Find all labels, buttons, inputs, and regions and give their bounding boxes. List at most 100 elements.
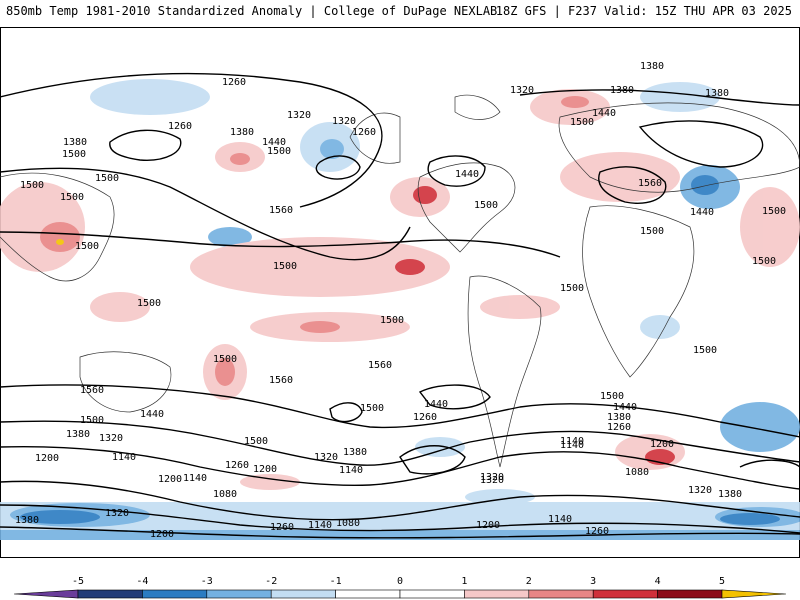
contour-label: 1260 [270,522,294,533]
colorbar-segment [399,589,465,599]
contour-label: 1140 [548,514,572,525]
color-scale-legend: -5 -4 -3 -2 -1 0 1 2 3 4 5 [13,576,787,599]
contour-label: 1260 [413,412,437,423]
contour-label: 1500 [244,436,268,447]
contour-label: 1140 [308,520,332,531]
contour-label: 1500 [640,226,664,237]
colorbar-tick-label: -3 [201,576,213,587]
contour-label: 1260 [225,460,249,471]
anomaly-map: 1260 1380 1320 1320 1380 1380 1260 1440 … [0,27,800,558]
colorbar-tick-label: 2 [526,576,532,587]
contour-label: 1500 [474,200,498,211]
contour-label: 1500 [267,146,291,157]
contour-label: 1320 [287,110,311,121]
anomaly-shading [0,79,800,540]
contour-label: 1200 [35,453,59,464]
contour-label: 1200 [158,474,182,485]
colorbar-tick-label: -2 [265,576,277,587]
contour-label: 1140 [339,465,363,476]
contour-label: 1140 [183,473,207,484]
contour-label: 1500 [20,180,44,191]
contour-label: 1500 [137,298,161,309]
contour-label: 1380 [15,515,39,526]
colorbar-tick-label: 0 [397,576,403,587]
colorbar-tick-label: -4 [136,576,148,587]
colorbar-segment [13,589,79,599]
contour-label: 1320 [99,433,123,444]
contour-label: 1500 [213,354,237,365]
contour-label: 1080 [625,467,649,478]
contour-label: 1380 [718,489,742,500]
contour-label: 1200 [650,439,674,450]
contour-label: 1380 [63,137,87,148]
contour-label: 1440 [140,409,164,420]
contour-label: 1500 [80,415,104,426]
colorbar-segment [464,589,530,599]
contour-label: 1380 [705,88,729,99]
contour-label: 1380 [640,61,664,72]
contour-label: 1320 [314,452,338,463]
contour-label: 1500 [62,149,86,160]
colorbar-tick-label: 1 [461,576,467,587]
contour-label: 1440 [455,169,479,180]
contour-label: 1500 [600,391,624,402]
contour-label: 1080 [213,489,237,500]
contour-label: 1560 [269,205,293,216]
contour-label: 1560 [638,178,662,189]
contour-label: 1260 [352,127,376,138]
contour-label: 1260 [168,121,192,132]
contour-label: 1320 [480,475,504,486]
contour-label: 1500 [360,403,384,414]
contour-label: 1320 [332,116,356,127]
contour-label: 1500 [693,345,717,356]
height-contours [0,72,800,539]
colorbar-tick-label: 5 [719,576,725,587]
contour-label: 1440 [690,207,714,218]
model-run-info: 18Z GFS | F237 Valid: 15Z THU APR 03 202… [495,4,792,18]
contour-label: 1500 [273,261,297,272]
contour-label: 1560 [80,385,104,396]
colorbar-segment [592,589,658,599]
contour-label: 1440 [424,399,448,410]
chart-title: 850mb Temp 1981-2010 Standardized Anomal… [6,4,498,18]
contour-label: 1560 [269,375,293,386]
contour-label: 1080 [336,518,360,529]
contour-label: 1440 [592,108,616,119]
contour-label: 1200 [150,529,174,540]
contour-label: 1500 [95,173,119,184]
contour-label: 1200 [476,520,500,531]
contour-label: 1260 [607,422,631,433]
contour-label: 1500 [752,256,776,267]
contour-label: 1380 [607,412,631,423]
contour-label: 1500 [560,283,584,294]
contour-label: 1380 [66,429,90,440]
contour-label: 1200 [253,464,277,475]
contour-label: 1140 [560,436,584,447]
contour-label: 1500 [570,117,594,128]
colorbar-segment [335,589,401,599]
colorbar-tick-label: 3 [590,576,596,587]
contour-label: 1140 [560,440,584,451]
contour-label: 1320 [688,485,712,496]
colorbar-segment [206,589,272,599]
contour-label: 1380 [343,447,367,458]
contour-label: 1320 [510,85,534,96]
contour-label: 1320 [480,472,504,483]
colorbar-tick-label: -1 [330,576,342,587]
colorbar-segment [657,589,723,599]
contour-labels: 1260 1380 1320 1320 1380 1380 1260 1440 … [15,61,786,540]
contour-label: 1380 [230,127,254,138]
contour-label: 1260 [222,77,246,88]
colorbar-segment [142,589,208,599]
colorbar-segment [77,589,143,599]
warm-anomalies [0,89,800,490]
colorbar-tick-label: 4 [655,576,661,587]
contour-label: 1320 [105,508,129,519]
cold-anomalies [0,79,800,540]
contour-label: 1140 [112,452,136,463]
contour-label: 1440 [613,402,637,413]
contour-label: 1500 [60,192,84,203]
colorbar-tick-label: -5 [72,576,84,587]
contour-label: 1380 [610,85,634,96]
contour-label: 1440 [262,137,286,148]
